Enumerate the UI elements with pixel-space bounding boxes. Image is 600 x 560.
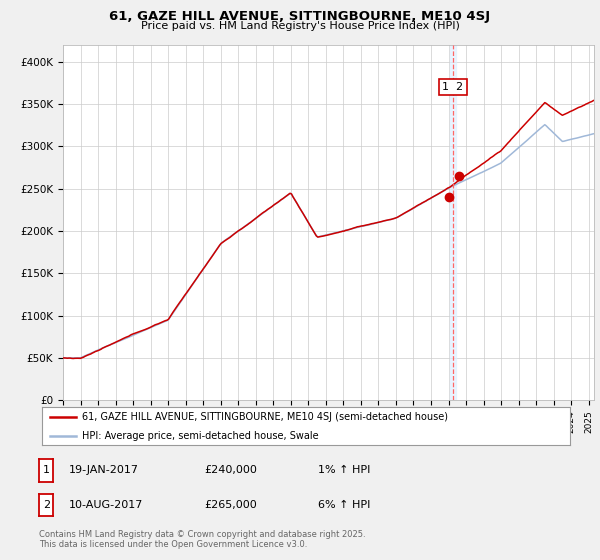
- Text: 1  2: 1 2: [442, 82, 463, 92]
- Text: HPI: Average price, semi-detached house, Swale: HPI: Average price, semi-detached house,…: [82, 431, 318, 441]
- Text: £240,000: £240,000: [204, 465, 257, 475]
- Text: Price paid vs. HM Land Registry's House Price Index (HPI): Price paid vs. HM Land Registry's House …: [140, 21, 460, 31]
- Text: Contains HM Land Registry data © Crown copyright and database right 2025.: Contains HM Land Registry data © Crown c…: [39, 530, 365, 539]
- Text: £265,000: £265,000: [204, 500, 257, 510]
- Text: 6% ↑ HPI: 6% ↑ HPI: [318, 500, 370, 510]
- Text: 61, GAZE HILL AVENUE, SITTINGBOURNE, ME10 4SJ (semi-detached house): 61, GAZE HILL AVENUE, SITTINGBOURNE, ME1…: [82, 412, 448, 422]
- Text: This data is licensed under the Open Government Licence v3.0.: This data is licensed under the Open Gov…: [39, 540, 307, 549]
- Text: 10-AUG-2017: 10-AUG-2017: [69, 500, 143, 510]
- Text: 1: 1: [43, 465, 50, 475]
- Bar: [450, 45, 455, 400]
- Text: 2: 2: [43, 500, 50, 510]
- Text: 1% ↑ HPI: 1% ↑ HPI: [318, 465, 370, 475]
- Text: 61, GAZE HILL AVENUE, SITTINGBOURNE, ME10 4SJ: 61, GAZE HILL AVENUE, SITTINGBOURNE, ME1…: [109, 10, 491, 23]
- Text: 19-JAN-2017: 19-JAN-2017: [69, 465, 139, 475]
